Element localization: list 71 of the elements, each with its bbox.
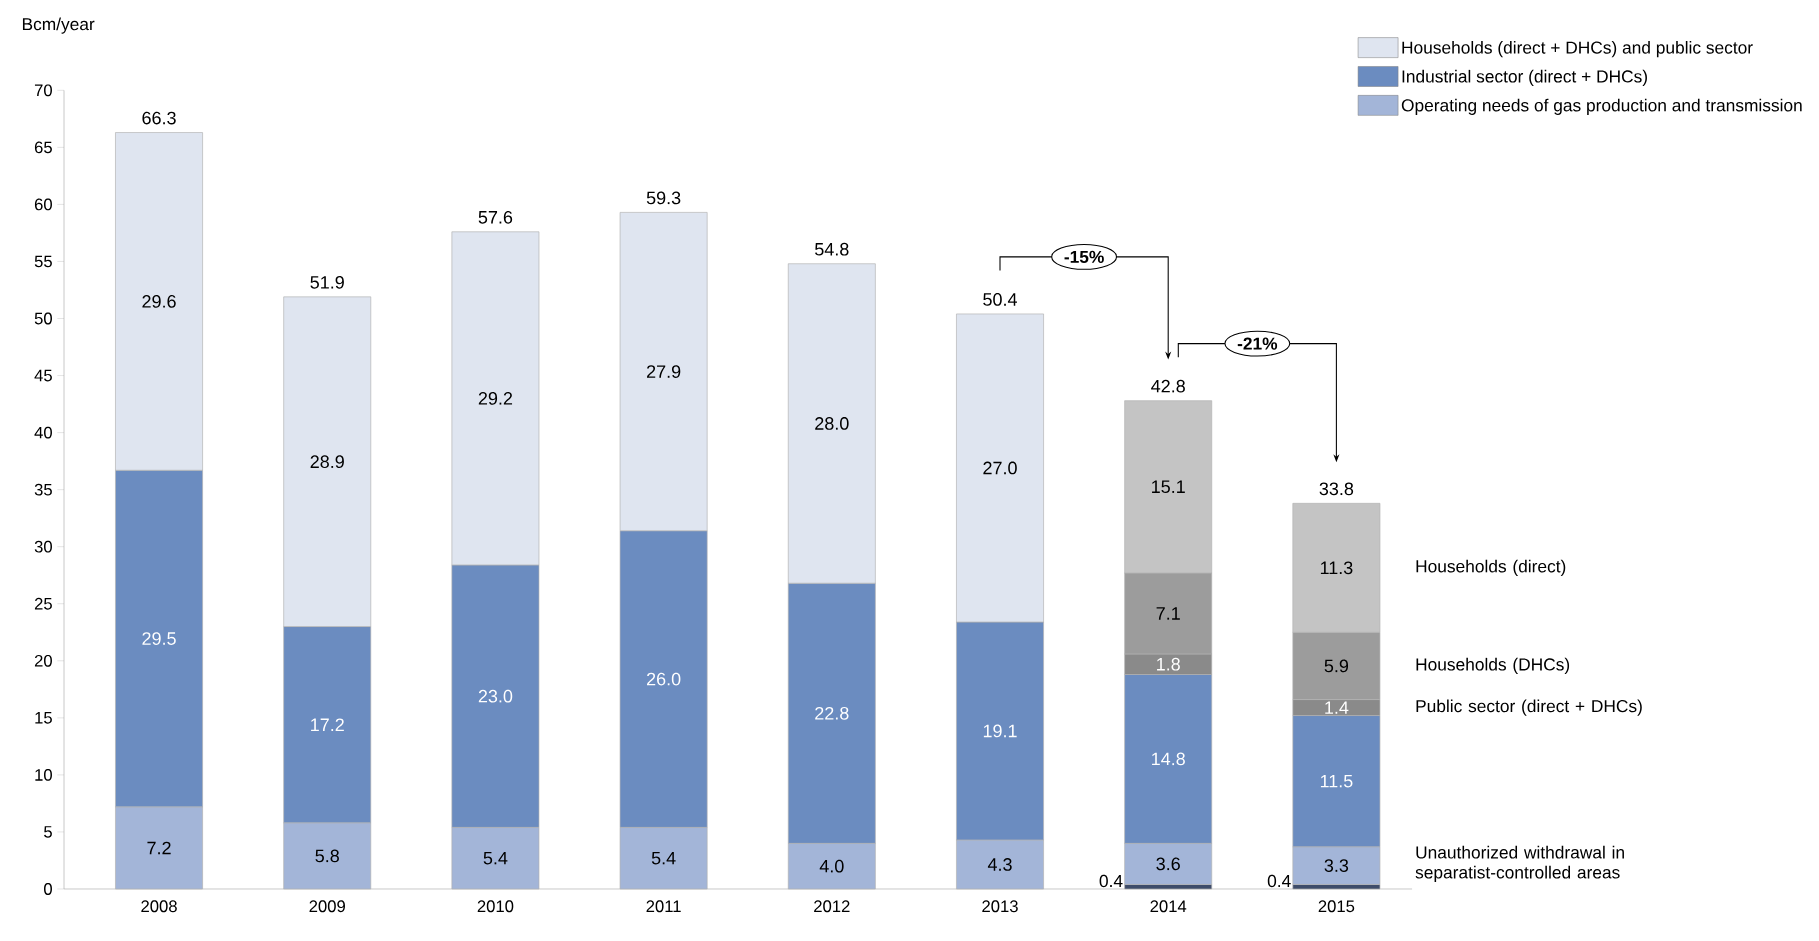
y-tick-label: 20 [34, 654, 52, 667]
data-label: 17.2 [311, 718, 344, 731]
data-label: 3.6 [1156, 857, 1180, 871]
data-label: 27.0 [983, 461, 1017, 475]
text: Households (direct) [1416, 559, 1566, 576]
text: Households (DHCs) [1416, 657, 1570, 675]
data-label: 28.9 [310, 455, 344, 469]
data-label: 7.1 [1156, 607, 1180, 620]
y-tick-label: 70 [34, 84, 52, 97]
y-tick-label: 30 [34, 540, 52, 553]
annotation: -21% [1237, 337, 1278, 350]
legend-label: Households (direct + DHCs) and public sector [1402, 40, 1753, 58]
text: Public sector (direct + DHCs) [1416, 699, 1642, 716]
data-label: 19.1 [983, 724, 1017, 738]
data-label: 5.4 [483, 851, 508, 865]
x-tick-label: 2010 [477, 900, 514, 913]
total-label: 54.8 [815, 242, 849, 256]
total-label: 57.6 [478, 210, 513, 224]
total-label: 51.9 [310, 275, 344, 289]
data-label: 29.2 [478, 392, 513, 405]
x-tick-label: 2014 [1150, 900, 1187, 913]
x-tick-label: 2008 [141, 900, 177, 913]
data-label: 5.8 [315, 849, 339, 863]
y-tick-label: 60 [34, 198, 52, 211]
data-label: 26.0 [647, 672, 681, 686]
x-tick-label: 2015 [1318, 900, 1355, 913]
data-label: 29.6 [142, 295, 176, 308]
data-label: 4.0 [819, 859, 844, 873]
x-tick-label: 2009 [309, 900, 345, 913]
y-tick-label: 25 [34, 597, 52, 610]
data-label: 3.3 [1324, 859, 1349, 872]
total-label: 33.8 [1319, 482, 1354, 496]
y-tick-label: 50 [34, 312, 52, 325]
legend-label: Operating needs of gas production and transmission [1401, 98, 1802, 115]
total-label: 66.3 [142, 111, 176, 125]
total-label: 42.8 [1151, 379, 1185, 393]
y-tick-label: 15 [35, 712, 52, 724]
legend-label: Industrial sector (direct + DHCs) [1402, 69, 1647, 87]
data-label: 11.3 [1320, 561, 1353, 575]
data-label: 27.9 [647, 365, 681, 378]
y-axis-title: Bcm/year [22, 17, 95, 34]
y-tick-label: 55 [34, 255, 52, 268]
total-label: 50.4 [983, 293, 1017, 306]
x-tick-label: 2011 [646, 900, 681, 913]
total-label: 59.3 [646, 191, 681, 205]
data-label: 29.5 [142, 632, 176, 645]
y-tick-label: 40 [34, 426, 52, 439]
data-label: 1.8 [1157, 657, 1180, 671]
data-label: 15.1 [1152, 480, 1185, 494]
y-tick-label: 0 [44, 883, 52, 895]
x-tick-label: 2012 [814, 900, 850, 913]
data-label: 28.0 [815, 417, 849, 430]
y-tick-label: 65 [34, 141, 52, 154]
data-label: 1.4 [1325, 701, 1349, 714]
x-tick-label: 2013 [982, 900, 1018, 913]
data-label: 22.8 [815, 706, 849, 720]
y-tick-label: 5 [44, 826, 52, 838]
data-label: 23.0 [478, 689, 513, 703]
data-label: 0.4 [1267, 874, 1291, 888]
data-label: 11.5 [1320, 774, 1353, 788]
data-label: 14.8 [1152, 752, 1185, 766]
annotation: -15% [1064, 250, 1104, 264]
y-tick-label: 10 [35, 769, 52, 781]
data-label: 0.4 [1099, 874, 1123, 888]
data-label: 4.3 [987, 858, 1012, 871]
y-tick-label: 45 [34, 369, 52, 382]
data-label: 5.4 [651, 851, 676, 865]
y-tick-label: 35 [34, 483, 52, 496]
data-label: 7.2 [147, 841, 171, 855]
text: Unauthorized withdrawal in separatist-controlled areas [1415, 845, 1624, 882]
data-label: 5.9 [1324, 659, 1349, 673]
